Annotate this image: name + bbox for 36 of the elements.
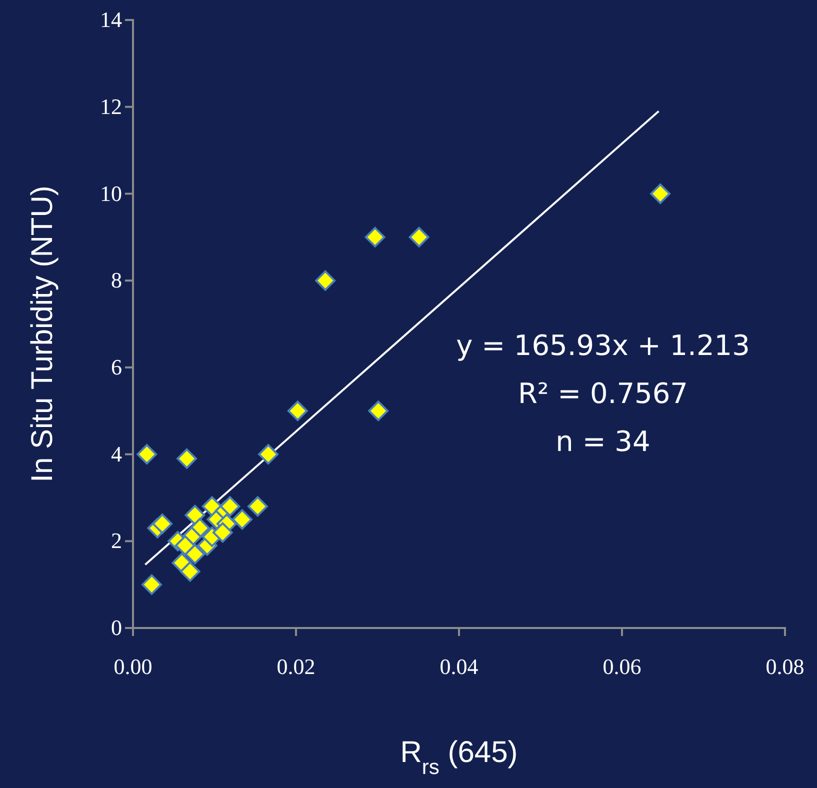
y-tick-label: 4 <box>111 441 122 466</box>
x-axis-title: R$_{rs}$ (645) <box>400 736 518 778</box>
y-tick-label: 6 <box>111 354 122 380</box>
point <box>184 504 206 526</box>
point <box>212 522 233 543</box>
x-tick-label: 0.08 <box>766 654 804 680</box>
point <box>152 514 173 534</box>
point <box>176 448 198 469</box>
point <box>287 400 308 422</box>
annotation: R² = 0.7567 <box>518 377 688 410</box>
point <box>258 444 279 465</box>
point <box>232 509 252 530</box>
y-tick-label: 2 <box>111 528 122 554</box>
x-tick-label: 0.06 <box>602 654 642 680</box>
annotation: y = 165.93x + 1.213 <box>456 329 750 362</box>
point <box>180 561 200 582</box>
y-tick-label: 10 <box>100 180 122 206</box>
y-tick-label: 8 <box>111 268 122 293</box>
x-tick-label: 0.04 <box>440 654 478 680</box>
x-tick-label: 0.00 <box>114 654 152 680</box>
point <box>220 496 240 517</box>
point <box>408 226 430 248</box>
x-tick-label: 0.02 <box>276 654 316 680</box>
point <box>142 574 162 595</box>
y-tick-label: 14 <box>100 7 122 32</box>
y-tick-label: 0 <box>111 615 122 640</box>
point <box>247 496 268 517</box>
point <box>650 183 671 204</box>
annotation: n = 34 <box>556 425 650 458</box>
y-axis-title: In Situ Turbidity (NTU) <box>26 186 59 482</box>
point <box>136 444 158 465</box>
point <box>368 400 389 422</box>
point <box>184 544 206 564</box>
point <box>364 226 386 248</box>
y-tick-label: 12 <box>100 94 122 119</box>
point <box>315 270 336 291</box>
